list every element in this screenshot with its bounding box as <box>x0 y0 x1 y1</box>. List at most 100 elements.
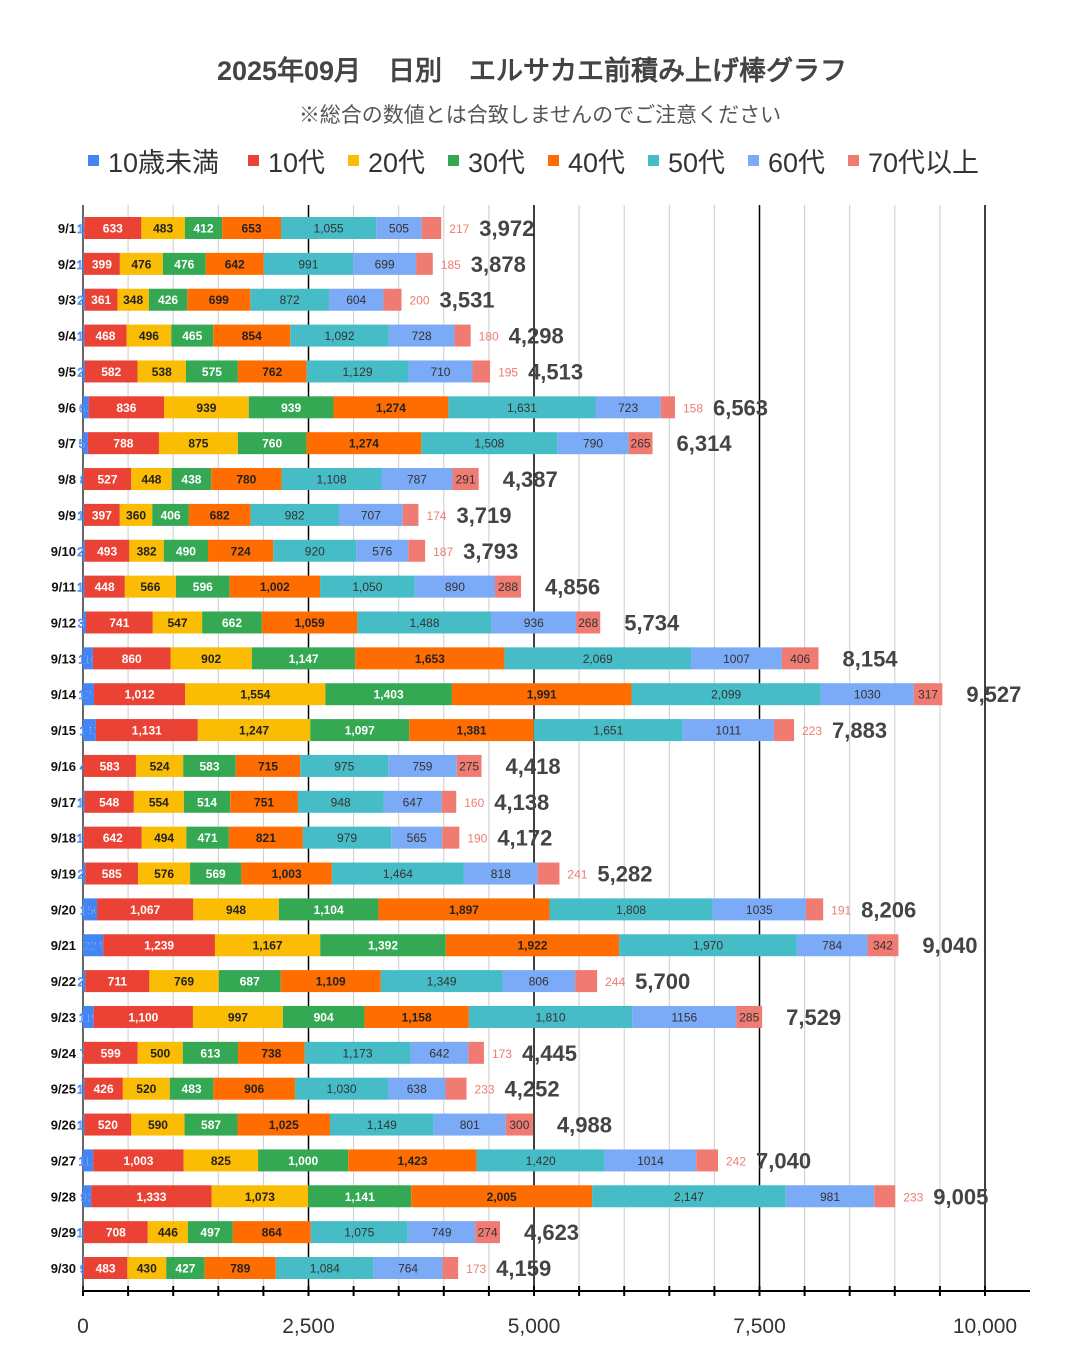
y-tick-label: 9/27 <box>51 1153 76 1168</box>
data-label: 582 <box>101 365 121 379</box>
bar-segment <box>152 611 203 634</box>
total-label: 6,563 <box>713 395 768 420</box>
data-label: 142 <box>79 724 99 738</box>
total-label: 3,878 <box>471 252 526 277</box>
data-label: 406 <box>790 652 810 666</box>
bar-segment <box>175 575 230 598</box>
legend-label: 10歳未満 <box>108 148 219 178</box>
data-label: 274 <box>478 1226 498 1240</box>
bar-segment <box>205 252 264 275</box>
legend-swatch <box>548 155 559 166</box>
bar-segment <box>575 970 598 993</box>
bar-segment <box>338 503 403 526</box>
legend-swatch <box>748 155 759 166</box>
data-label: 185 <box>441 258 461 272</box>
bar-segment <box>408 539 426 562</box>
data-label: 360 <box>126 508 146 522</box>
bar-segment <box>83 1257 128 1279</box>
y-tick-label: 9/4 <box>58 329 77 344</box>
bar-segment <box>421 432 558 455</box>
data-label: 476 <box>131 257 151 271</box>
data-label: 1,922 <box>517 939 547 953</box>
legend-label: 30代 <box>468 148 525 178</box>
bar-segment <box>83 683 94 706</box>
data-label: 864 <box>262 1226 282 1240</box>
data-label: 446 <box>158 1226 178 1240</box>
data-label: 426 <box>94 1082 114 1096</box>
data-label: 233 <box>475 1083 495 1097</box>
bar-segment <box>376 217 422 239</box>
data-label: 801 <box>460 1118 480 1132</box>
bar-segment <box>141 217 185 239</box>
data-label: 981 <box>820 1190 840 1204</box>
data-label: 948 <box>226 903 246 917</box>
bar-segment <box>373 1257 443 1279</box>
bar-segment <box>83 790 85 813</box>
bar-segment <box>232 1221 311 1244</box>
data-label: 1,173 <box>343 1046 373 1060</box>
bar-segment <box>310 719 410 742</box>
data-label: 1,808 <box>616 903 646 917</box>
data-label: 1,067 <box>130 903 160 917</box>
data-label: 191 <box>831 903 851 917</box>
total-label: 7,529 <box>786 1005 841 1030</box>
data-label: 490 <box>176 544 196 558</box>
bar-segment <box>505 1113 533 1136</box>
bar-segment <box>631 683 821 706</box>
y-tick-label: 9/11 <box>51 580 76 595</box>
data-label: 904 <box>314 1010 334 1024</box>
data-label: 936 <box>524 616 544 630</box>
data-label: 265 <box>631 437 651 451</box>
bar-segment <box>491 611 577 634</box>
bar-segment <box>83 1185 92 1208</box>
bar-segment <box>135 754 184 777</box>
total-label: 8,206 <box>861 897 916 922</box>
bar-segment <box>867 934 899 957</box>
total-label: 4,159 <box>496 1256 551 1281</box>
data-label: 613 <box>200 1046 220 1060</box>
chart-title: 2025年09月 日別 エルサカエ前積み上げ棒グラフ <box>217 55 847 86</box>
data-label: 173 <box>466 1262 486 1276</box>
bar-segment <box>280 217 377 239</box>
bar-segment <box>409 719 534 742</box>
data-label: 566 <box>140 580 160 594</box>
bar-segment <box>83 1113 85 1136</box>
bar-segment <box>83 826 84 849</box>
bar-segment <box>275 1257 374 1279</box>
bar-segment <box>197 719 311 742</box>
data-label: 241 <box>567 868 587 882</box>
data-label: 520 <box>136 1082 156 1096</box>
data-label: 1030 <box>854 688 881 702</box>
legend-swatch <box>348 155 359 166</box>
data-label: 939 <box>281 401 301 415</box>
data-label: 554 <box>149 795 169 809</box>
data-label: 749 <box>431 1226 451 1240</box>
data-label: 699 <box>209 293 229 307</box>
data-label: 708 <box>106 1226 126 1240</box>
bar-segment <box>83 1149 94 1172</box>
bar-segment <box>238 1041 305 1064</box>
data-label: 723 <box>618 401 638 415</box>
data-label: 268 <box>578 616 598 630</box>
data-label: 599 <box>101 1046 121 1060</box>
bar-segment <box>796 934 868 957</box>
data-label: 426 <box>158 293 178 307</box>
data-label: 300 <box>509 1118 529 1132</box>
bar-segment <box>95 719 198 742</box>
bar-segment <box>781 647 819 670</box>
data-label: 1,092 <box>325 329 355 343</box>
x-tick-label: 10,000 <box>953 1315 1017 1338</box>
bar-segment <box>785 1185 875 1208</box>
total-label: 7,883 <box>832 718 887 743</box>
bar-segment <box>383 288 402 311</box>
data-label: 653 <box>242 222 262 236</box>
bar-segment <box>472 360 491 383</box>
bar-segment <box>355 647 505 670</box>
data-label: 1014 <box>637 1154 664 1168</box>
bar-segment <box>476 1149 605 1172</box>
data-label: 1,420 <box>526 1154 556 1168</box>
data-label: 361 <box>91 293 111 307</box>
bar-segment <box>308 1185 412 1208</box>
data-label: 1,073 <box>245 1190 275 1204</box>
bar-segment <box>576 611 601 634</box>
